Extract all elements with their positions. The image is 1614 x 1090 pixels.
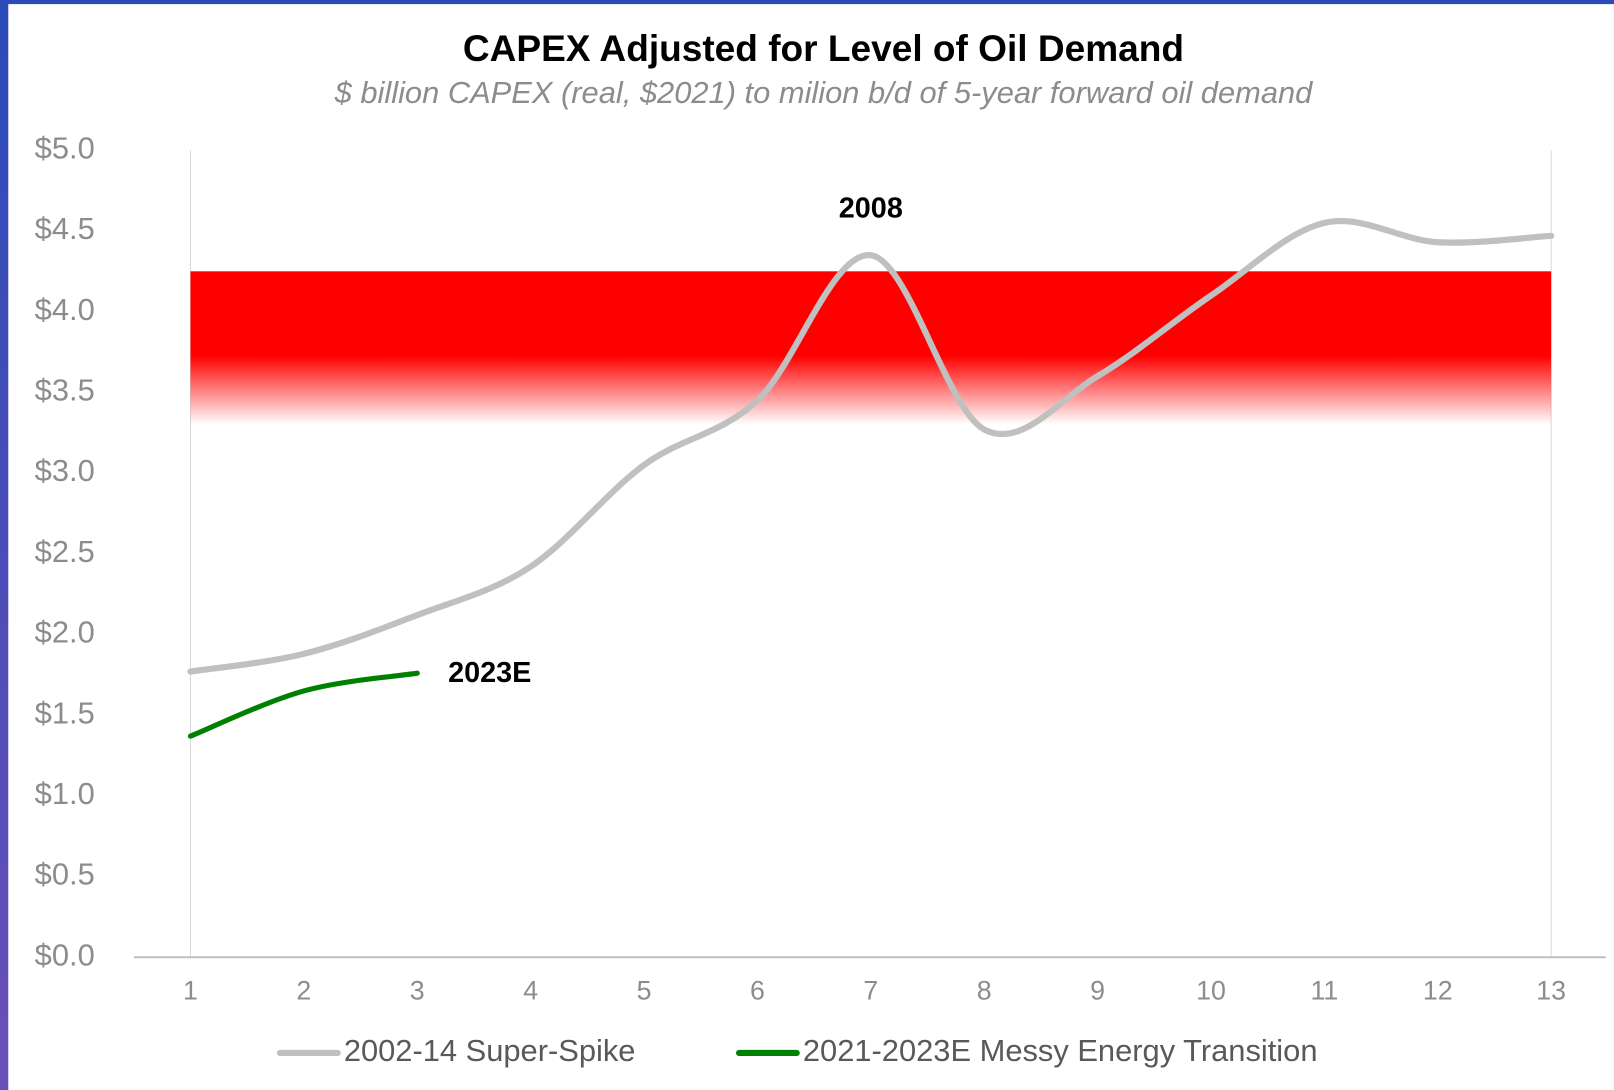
x-tick-label: 11 [1310,975,1338,1005]
panel [8,4,1614,1090]
x-tick-label: 7 [863,975,878,1005]
annotation: 2023E [448,657,531,689]
x-tick-label: 12 [1423,975,1453,1005]
y-tick-label: $5.0 [35,130,95,165]
x-tick-label: 2 [296,975,311,1005]
x-tick-label: 9 [1090,975,1105,1005]
y-tick-label: $4.0 [35,292,95,327]
chart-title: CAPEX Adjusted for Level of Oil Demand [463,27,1184,69]
y-tick-label: $2.0 [35,615,95,650]
x-tick-label: 8 [977,975,992,1005]
legend-label: 2021-2023E Messy Energy Transition [803,1033,1318,1068]
x-tick-label: 5 [637,975,652,1005]
x-tick-label: 1 [183,975,198,1005]
series-line [187,670,420,739]
y-tick-label: $1.5 [35,695,95,730]
y-tick-label: $2.5 [35,534,95,569]
x-tick-label: 6 [750,975,765,1005]
y-tick-label: $3.5 [35,373,95,408]
y-tick-label: $3.0 [35,453,95,488]
highlight-band [190,271,1552,425]
x-tick-label: 13 [1536,975,1566,1005]
y-tick-label: $4.5 [35,211,95,246]
annotation: 2008 [839,193,903,225]
y-tick-label: $1.0 [35,776,95,811]
x-tick-label: 3 [410,975,425,1005]
x-tick-label: 10 [1196,975,1226,1005]
series-line [187,218,1555,675]
chart-subtitle: $ billion CAPEX (real, $2021) to milion … [334,75,1314,110]
x-tick-label: 4 [523,975,538,1005]
y-tick-label: $0.5 [35,857,95,892]
legend-label: 2002-14 Super-Spike [344,1033,636,1068]
y-tick-label: $0.0 [35,937,95,972]
